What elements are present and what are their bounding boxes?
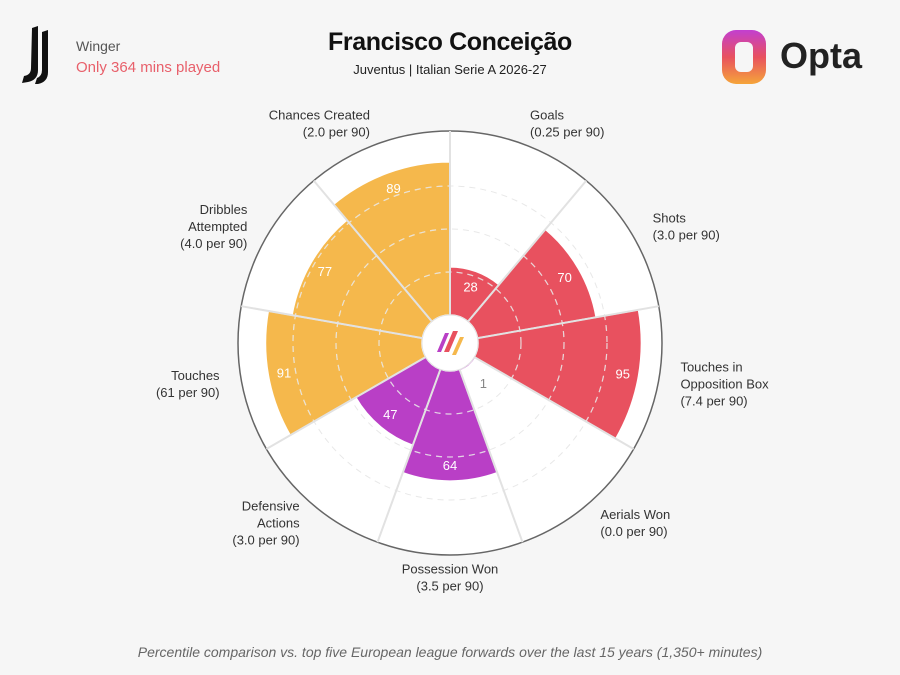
- center-logo-icon: [437, 331, 464, 355]
- category-label: Shots (3.0 per 90): [653, 211, 720, 243]
- player-position: Winger: [76, 38, 121, 54]
- grid-ring-faint: [335, 228, 565, 458]
- juventus-logo: [22, 26, 48, 84]
- category-label: Chances Created (2.0 per 90): [269, 108, 370, 140]
- minutes-played-note: Only 364 mins played: [76, 59, 221, 76]
- chart-title: Francisco Conceição: [328, 28, 572, 56]
- value-label: 91: [277, 365, 291, 380]
- category-label: Goals (0.25 per 90): [530, 108, 604, 140]
- category-label: Dribbles Attempted (4.0 per 90): [180, 202, 248, 251]
- category-label: Touches in Opposition Box (7.4 per 90): [680, 360, 769, 409]
- spoke: [265, 356, 427, 450]
- value-label: 95: [616, 366, 630, 381]
- spoke: [312, 179, 433, 323]
- value-label: 77: [318, 264, 332, 279]
- value-label: 1: [480, 376, 487, 391]
- polar-chart: 28 70 95 1 64 47 91 77 89 Goals (0.25 per 90) Shots…: [156, 108, 769, 594]
- value-label: 28: [463, 279, 477, 294]
- opta-logo: [722, 30, 766, 84]
- value-label: 64: [443, 458, 457, 473]
- value-label: 47: [383, 407, 397, 422]
- footer-note: Percentile comparison vs. top five Europ…: [137, 644, 763, 660]
- opta-wordmark: Opta: [780, 35, 863, 76]
- spoke: [473, 356, 635, 450]
- category-label: Possession Won (3.5 per 90): [402, 562, 499, 594]
- value-label: 89: [386, 181, 400, 196]
- category-label: Touches (61 per 90): [156, 368, 220, 400]
- spoke: [458, 368, 524, 543]
- spoke: [241, 305, 423, 340]
- category-label: Defensive Actions (3.0 per 90): [232, 498, 300, 547]
- value-label: 70: [557, 270, 571, 285]
- spoke: [467, 179, 588, 323]
- category-label: Aerials Won (0.0 per 90): [600, 507, 670, 539]
- chart-subtitle: Juventus | Italian Serie A 2026-27: [353, 62, 547, 77]
- spoke: [477, 305, 659, 340]
- spoke: [376, 368, 442, 543]
